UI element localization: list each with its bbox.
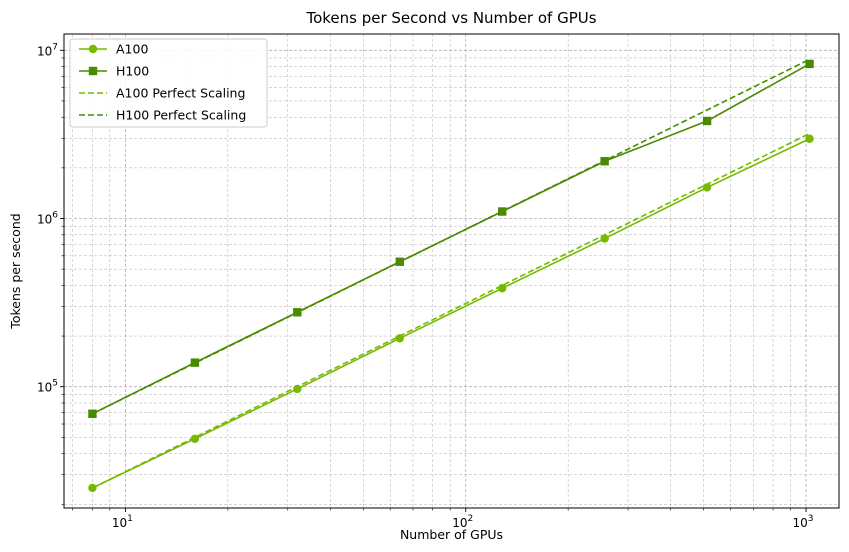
y-axis-label: Tokens per second [8, 213, 23, 329]
legend-box [69, 38, 268, 128]
data-point [805, 59, 814, 69]
data-point [805, 134, 814, 143]
legend-label: H100 Perfect Scaling [116, 108, 246, 123]
legend-label: H100 [116, 64, 149, 79]
legend-label: A100 [116, 42, 148, 57]
data-point [88, 483, 97, 493]
data-point [190, 358, 200, 367]
legend-marker [88, 44, 98, 54]
data-point [702, 183, 712, 192]
data-point [497, 207, 507, 216]
data-point [88, 409, 97, 418]
series-line [92, 58, 810, 415]
series-layer [88, 58, 814, 493]
tick-label: 102 [452, 514, 473, 530]
tick-label: 107 [37, 42, 58, 58]
data-point [395, 334, 404, 343]
axis-ticks [60, 49, 807, 512]
legend: A100 H100 A100 Perfect Scaling H100 Perfect… [69, 38, 268, 128]
data-point [293, 384, 302, 394]
tick-label: 103 [793, 514, 814, 530]
chart-title: Tokens per Second vs Number of GPUs [305, 9, 596, 27]
legend-label: A100 Perfect Scaling [116, 86, 245, 101]
data-point [702, 116, 712, 126]
tick-label: 101 [112, 514, 133, 530]
major-grid [64, 34, 839, 508]
tick-label: 105 [37, 379, 58, 395]
x-axis-label: Number of GPUs [400, 527, 503, 542]
data-point [497, 284, 507, 293]
series-line [92, 132, 810, 489]
tick-label: 106 [37, 210, 58, 226]
axis-tick-labels: 101 102 103 105 106 107 [37, 42, 814, 530]
legend-marker [88, 66, 98, 76]
plot-frame [63, 33, 840, 509]
minor-grid [64, 34, 839, 508]
data-point [190, 434, 200, 443]
series-line [92, 138, 810, 489]
